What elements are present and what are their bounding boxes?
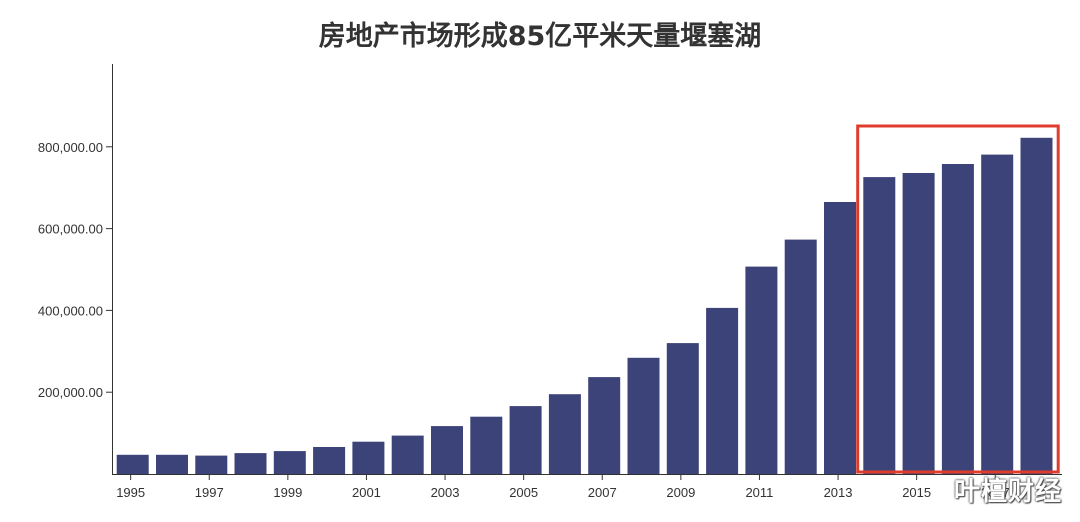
x-tick-label: 2013 [824,485,853,500]
bar-2001 [352,441,385,474]
bar-2011 [745,266,778,474]
x-tick-label: 2015 [902,485,931,500]
bar-2000 [313,447,346,474]
bar-1998 [234,453,267,474]
x-tick-label: 2001 [352,485,381,500]
bar-2002 [391,435,424,474]
x-tick-label: 2003 [431,485,460,500]
bar-2008 [627,357,660,474]
bars-group [116,137,1053,475]
bar-1995 [116,454,149,474]
bar-2007 [588,377,621,474]
bar-2009 [666,343,699,474]
x-tick-label: 2007 [588,485,617,500]
bar-2017 [981,154,1014,474]
bar-2014 [863,177,896,474]
y-tick-label: 200,000.00 [38,385,103,400]
x-ticks-group: 1995 1997 1999 2001 2003 2005 2007 2009 2011 2013… [116,474,1010,500]
x-tick-label: 2011 [745,485,773,500]
bar-2018 [1020,137,1053,475]
x-tick-label: 2009 [666,485,695,500]
x-tick-label: 1999 [273,485,302,500]
y-tick-label: 400,000.00 [38,303,103,318]
bar-2013 [824,202,856,474]
highlight-box [856,124,1060,474]
bar-2010 [706,307,739,474]
bar-2012 [784,239,817,474]
bar-1997 [195,455,228,474]
axes-group [112,64,1062,475]
watermark-logo: 叶檀财经 [953,477,1062,507]
bar-2006 [548,394,581,474]
x-tick-label: 2017 [981,485,1010,500]
y-tick-label: 800,000.00 [38,140,103,155]
x-tick-label: 1997 [195,485,224,500]
bar-2004 [470,416,503,474]
bar-2003 [431,426,463,474]
bar-1999 [273,451,306,474]
x-tick-label: 1995 [116,485,145,500]
bar-1996 [156,454,188,474]
x-tick-label: 2005 [509,485,538,500]
y-tick-label: 600,000.00 [38,222,103,237]
bar-2015 [902,173,935,474]
y-ticks-group: 200,000.00 400,000.00 600,000.00 800,000.00 [38,140,112,400]
bar-2016 [941,164,974,474]
bar-2005 [509,406,542,474]
chart-title: 房地产市场形成85亿平米天量堰塞湖 [318,21,762,52]
